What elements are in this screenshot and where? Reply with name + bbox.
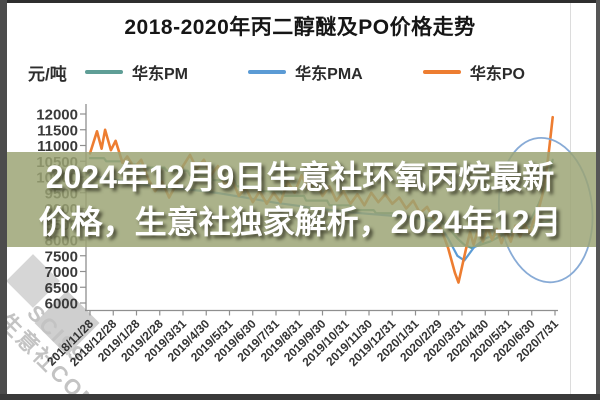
y-tick-label: 11000 [37, 138, 78, 155]
y-tick-label: 11500 [37, 122, 78, 139]
y-axis-unit-label: 元/吨 [28, 65, 67, 84]
banner-headline-line1: 2024年12月9日生意社环氧丙烷最新 [45, 158, 555, 195]
y-tick-label: 12000 [36, 107, 78, 124]
chart-title: 2018-2020年丙二醇醚及PO价格走势 [124, 16, 476, 39]
legend-item-pm: 华东PM [85, 60, 188, 84]
photo-edge-left [0, 0, 7, 400]
photo-edge-top [0, 0, 600, 3]
overlay-banner: 2024年12月9日生意社环氧丙烷最新 价格，生意社独家解析，2024年12月 [0, 152, 600, 247]
y-tick-label: 6000 [45, 296, 78, 313]
banner-headline-line2: 价格，生意社独家解析，2024年12月 [38, 203, 562, 240]
legend-label-pm: 华东PM [132, 66, 189, 83]
photo-edge-bottom [0, 394, 600, 400]
legend-item-po: 华东PO [422, 60, 525, 84]
legend-line-swatch-pm [85, 70, 123, 74]
y-tick-label: 7000 [45, 264, 78, 281]
legend-label-po: 华东PO [469, 66, 525, 83]
legend: 华东PM 华东PMA 华东PO [85, 60, 525, 84]
legend-line-swatch-po [422, 70, 461, 74]
legend-label-pma: 华东PMA [295, 66, 363, 83]
photo-edge-right [596, 0, 600, 400]
y-tick-label: 7500 [45, 248, 78, 265]
legend-line-swatch-pma [248, 70, 287, 74]
y-tick-label: 6500 [45, 280, 78, 297]
legend-item-pma: 华东PMA [248, 60, 363, 84]
